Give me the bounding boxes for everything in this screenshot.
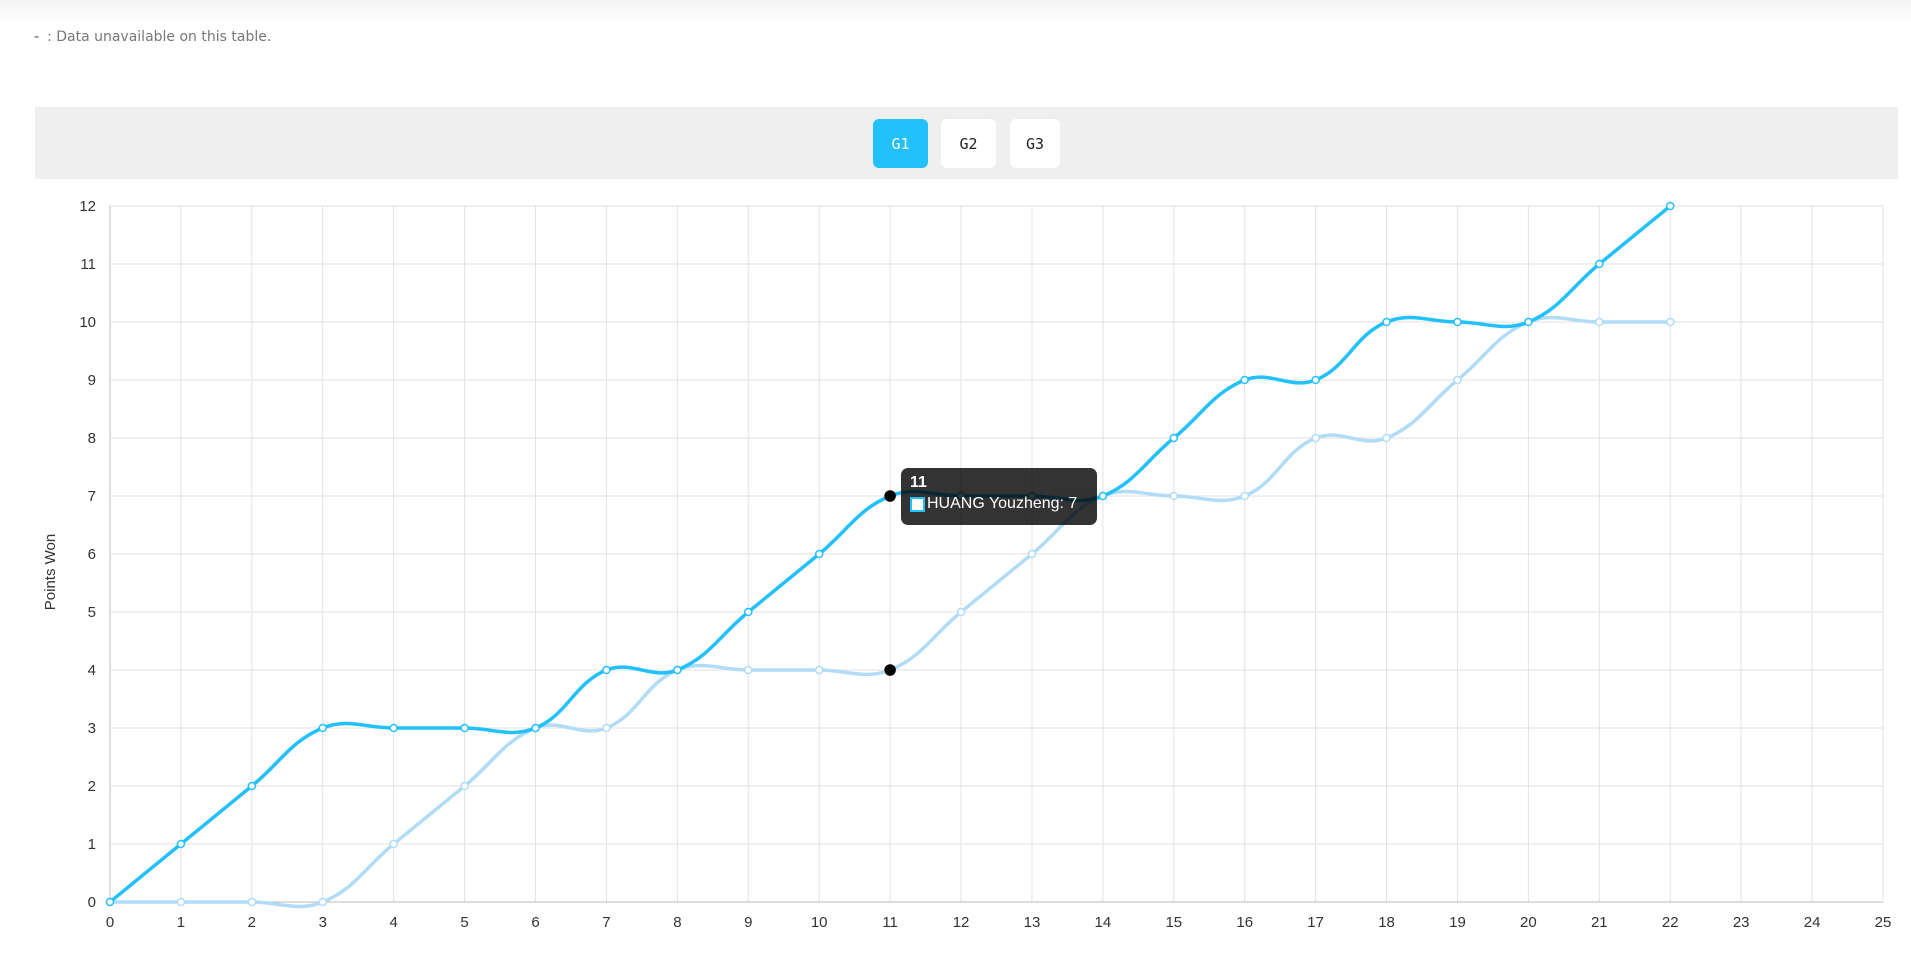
top-shadow [0, 0, 1911, 22]
legend-note: -: Data unavailable on this table. [34, 29, 271, 45]
data-point [1169, 491, 1179, 501]
y-tick-label: 12 [79, 198, 96, 215]
x-tick-label: 6 [531, 914, 539, 931]
tooltip: 11 HUANG Youzheng: 7 [901, 468, 1097, 525]
data-point [814, 665, 824, 675]
x-tick-label: 5 [460, 914, 468, 931]
data-point [1524, 317, 1533, 327]
data-point [1665, 201, 1675, 211]
x-tick-label: 8 [673, 914, 681, 931]
x-tick-label: 3 [319, 914, 327, 931]
x-tick-label: 21 [1591, 914, 1608, 931]
data-point [1595, 259, 1604, 269]
x-tick-label: 17 [1307, 914, 1324, 931]
x-tick-label: 4 [390, 914, 398, 931]
y-tick-label: 7 [88, 488, 96, 505]
x-tick-label: 1 [177, 914, 185, 931]
data-point [1311, 375, 1320, 385]
y-tick-label: 5 [88, 604, 96, 621]
data-point [884, 490, 896, 502]
y-tick-label: 1 [88, 836, 96, 853]
data-point [1453, 317, 1462, 327]
x-tick-label: 7 [602, 914, 610, 931]
data-point [1382, 317, 1391, 327]
y-tick-label: 6 [88, 546, 96, 563]
data-point [176, 839, 186, 849]
data-point [247, 897, 257, 907]
tick-labels: 0 1 2 3 4 5 6 7 8 9 10 11 12 13 14 15 16 17 18 19 20 21 22 23 24… [79, 198, 1891, 931]
data-point [1027, 549, 1037, 559]
y-tick-label: 2 [88, 778, 96, 795]
y-tick-label: 9 [88, 372, 96, 389]
x-tick-label: 0 [106, 914, 114, 931]
y-tick-label: 3 [88, 720, 96, 737]
data-point [105, 897, 115, 907]
data-point [744, 665, 753, 675]
points-chart: 0 1 2 3 4 5 6 7 8 9 10 11 12 13 14 15 16 17 18 19 20 21 22 23 24… [42, 198, 1891, 931]
grid [109, 205, 1884, 903]
note-text: : Data unavailable on this table. [47, 29, 272, 45]
note-symbol: - [34, 29, 40, 45]
y-tick-label: 0 [88, 894, 96, 911]
data-point [602, 665, 611, 675]
data-point [814, 549, 824, 559]
data-point [531, 723, 540, 733]
data-point [884, 664, 896, 676]
y-axis-label: Points Won [42, 534, 59, 610]
x-tick-label: 15 [1165, 914, 1182, 931]
data-point [1665, 317, 1675, 327]
data-point [1240, 491, 1249, 501]
x-tick-label: 23 [1733, 914, 1750, 931]
data-point [1453, 375, 1462, 385]
data-point [389, 723, 398, 733]
x-tick-label: 9 [744, 914, 752, 931]
data-point [1098, 491, 1108, 501]
tab-g2[interactable]: G2 [941, 119, 996, 168]
data-point [1311, 433, 1320, 443]
data-point [389, 839, 398, 849]
y-tick-label: 11 [80, 256, 96, 273]
x-tick-label: 25 [1875, 914, 1892, 931]
data-point [460, 781, 469, 791]
x-tick-label: 19 [1449, 914, 1466, 931]
x-tick-label: 13 [1024, 914, 1041, 931]
x-tick-label: 2 [248, 914, 256, 931]
data-point [602, 723, 611, 733]
x-tick-label: 16 [1236, 914, 1253, 931]
y-tick-label: 8 [88, 430, 96, 447]
tab-g1[interactable]: G1 [873, 119, 928, 168]
x-tick-label: 10 [811, 914, 828, 931]
x-tick-label: 12 [953, 914, 970, 931]
data-point [1382, 433, 1391, 443]
data-point [318, 723, 328, 733]
tooltip-swatch [910, 496, 925, 512]
x-tick-label: 11 [882, 914, 898, 931]
x-tick-label: 20 [1520, 914, 1537, 931]
data-point [744, 607, 753, 617]
y-tick-label: 10 [79, 314, 96, 331]
x-tick-label: 18 [1378, 914, 1395, 931]
data-point [673, 665, 682, 675]
tab-g3[interactable]: G3 [1010, 119, 1060, 168]
data-point [956, 607, 966, 617]
game-tab-bar: G1 G2 G3 [35, 107, 1898, 179]
data-point [247, 781, 257, 791]
data-point [1240, 375, 1249, 385]
data-point [1169, 433, 1179, 443]
x-tick-label: 22 [1662, 914, 1679, 931]
data-point [460, 723, 469, 733]
data-point [1595, 317, 1604, 327]
y-tick-label: 4 [88, 662, 96, 679]
series-lines [105, 201, 1675, 909]
data-point [176, 897, 186, 907]
x-tick-label: 14 [1095, 914, 1112, 931]
x-tick-label: 24 [1804, 914, 1821, 931]
data-point [318, 897, 328, 907]
tooltip-title: 11 [910, 474, 927, 491]
tooltip-label: HUANG Youzheng: 7 [927, 495, 1078, 512]
